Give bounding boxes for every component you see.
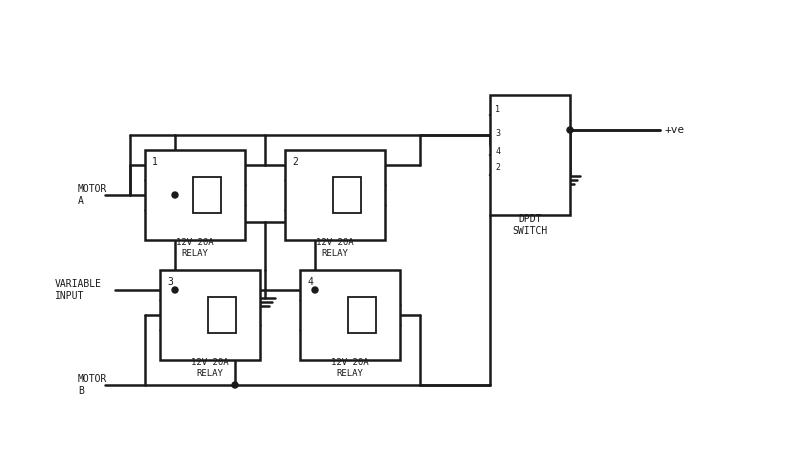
Text: DPDT
SWITCH: DPDT SWITCH [512, 214, 548, 236]
Bar [193, 177, 221, 213]
Circle shape [172, 192, 178, 198]
Bar [333, 177, 361, 213]
Text: 1: 1 [495, 105, 501, 114]
Text: MOTOR
B: MOTOR B [78, 374, 107, 396]
Bar [160, 270, 260, 360]
Text: 2: 2 [292, 157, 298, 167]
Circle shape [172, 287, 178, 293]
Text: 12V 20A
RELAY: 12V 20A RELAY [331, 358, 369, 378]
Bar [208, 297, 236, 333]
Bar [490, 95, 570, 215]
Circle shape [232, 382, 238, 388]
Text: 4: 4 [495, 148, 501, 157]
Text: 3: 3 [495, 129, 501, 138]
Text: 1: 1 [152, 157, 158, 167]
Text: 4: 4 [307, 277, 313, 287]
Text: 12V 20A
RELAY: 12V 20A RELAY [176, 238, 214, 258]
Circle shape [312, 287, 318, 293]
Circle shape [567, 127, 573, 133]
Bar [285, 150, 385, 240]
Text: 12V 20A
RELAY: 12V 20A RELAY [316, 238, 354, 258]
Bar [348, 297, 376, 333]
Text: 3: 3 [167, 277, 173, 287]
Text: 12V 20A
RELAY: 12V 20A RELAY [191, 358, 229, 378]
Text: VARIABLE
INPUT: VARIABLE INPUT [55, 279, 102, 301]
Text: +ve: +ve [665, 125, 686, 135]
Bar [300, 270, 400, 360]
Bar [145, 150, 245, 240]
Text: MOTOR
A: MOTOR A [78, 184, 107, 206]
Text: 2: 2 [495, 162, 501, 171]
